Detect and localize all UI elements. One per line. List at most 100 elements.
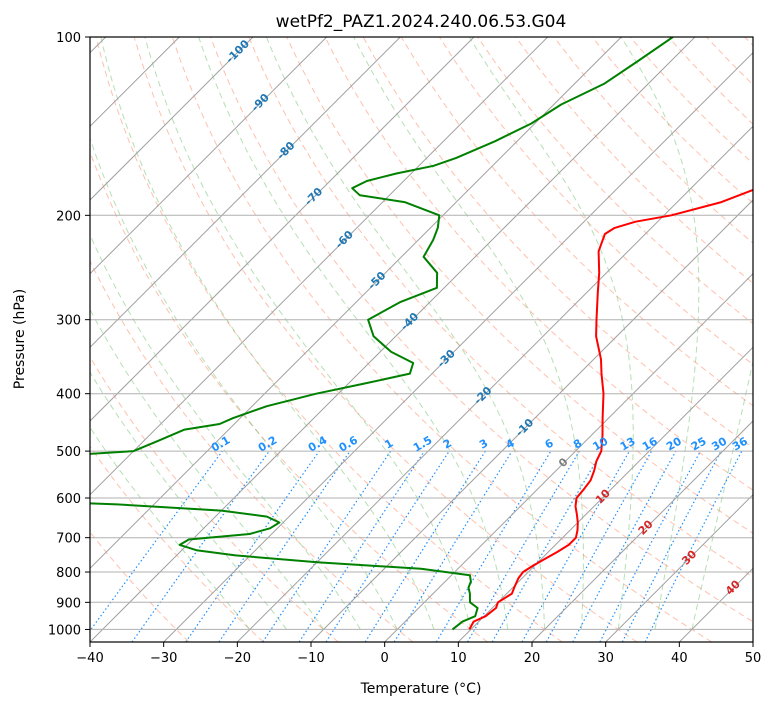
mixing-ratio-line [262, 450, 392, 642]
moist-adiabat-line [90, 371, 288, 630]
dewpoint-profile-line [90, 37, 674, 631]
dry-adiabat-line [171, 37, 712, 642]
dry-adiabats [90, 37, 753, 642]
mixing-ratio-line [393, 450, 513, 642]
isotherm-line [90, 37, 254, 201]
dry-adiabat-line [553, 37, 753, 244]
y-tick-label: 100 [56, 31, 81, 46]
isotherm-line [384, 272, 753, 642]
moist-adiabat-line [265, 37, 546, 630]
mixing-ratio-line [644, 450, 743, 642]
mixing-ratio-label: 4 [504, 436, 517, 451]
mixing-ratio-line [185, 450, 320, 642]
mixing-ratio-lines [90, 450, 743, 642]
dry-adiabat-line [90, 150, 488, 642]
x-tick-label: −10 [297, 651, 324, 666]
temperature-profile-line [468, 188, 753, 630]
x-tick-label: −40 [76, 651, 103, 666]
moist-adiabat-line [198, 37, 509, 630]
isotherm-line [236, 125, 753, 642]
mixing-ratio-line [364, 450, 486, 642]
isotherm-line [457, 346, 753, 642]
mixing-ratio-label: 6 [543, 436, 556, 451]
moist-adiabat-line [353, 37, 584, 630]
dry-adiabat-line [668, 37, 753, 125]
isotherm-line [163, 51, 753, 642]
dry-adiabat-line [95, 37, 563, 642]
moist-adiabat-line [468, 37, 634, 630]
isotherms [90, 37, 753, 642]
x-axis-label: Temperature (°C) [360, 681, 482, 697]
moist-adiabat-line [691, 358, 753, 630]
moist-adiabat-line [90, 308, 324, 630]
isotherm-line [90, 37, 328, 275]
isotherm-line [90, 37, 622, 570]
y-tick-label: 800 [56, 566, 81, 581]
mixing-ratio-line [435, 450, 552, 642]
y-tick-label: 200 [56, 209, 81, 224]
x-tick-label: −20 [224, 651, 251, 666]
moist-adiabat-line [620, 37, 700, 630]
mixing-ratio-line [90, 450, 223, 632]
isotherm-line [310, 199, 753, 642]
profile-series [90, 37, 753, 631]
plot-area: 0.1 0.2 0.4 0.6 1 1.5 2 3 4 6 8 10 13 16 20 25 30 36-100-… [90, 37, 753, 642]
x-tick-label: 10 [450, 651, 467, 666]
isotherm-line [752, 641, 753, 642]
y-axis-label: Pressure (hPa) [12, 289, 28, 389]
moist-adiabats [90, 37, 753, 630]
pressure-gridlines [90, 37, 753, 630]
y-tick-label: 500 [56, 445, 81, 460]
x-axis: −40 −30 −20 −10 0 10 20 30 40 50 [76, 642, 761, 666]
y-tick-label: 700 [56, 532, 81, 547]
y-axis: 100 200 300 400 500 600 700 800 900 1000 [48, 31, 90, 638]
x-tick-label: 0 [381, 651, 389, 666]
y-tick-label: 900 [56, 596, 81, 611]
x-tick-label: 30 [597, 651, 614, 666]
mixing-ratio-line [599, 450, 702, 642]
moist-adiabat-line [90, 136, 398, 630]
mixing-ratio-label: 3 [477, 437, 490, 452]
dry-adiabat-line [90, 445, 264, 642]
isotherm-line [90, 37, 401, 349]
isotherm-line [90, 37, 475, 422]
y-tick-label: 300 [56, 314, 81, 329]
y-tick-label: 1000 [48, 623, 81, 638]
dry-adiabat-line [744, 37, 753, 47]
moist-adiabat-line [90, 426, 251, 630]
moist-adiabat-line [100, 37, 435, 630]
chart-title: wetPf2_PAZ1.2024.240.06.53.G04 [276, 12, 567, 32]
dry-adiabat-line [90, 356, 339, 642]
dry-adiabat-line [248, 37, 753, 578]
mixing-ratio-line [545, 450, 653, 642]
isotherm-line [605, 493, 753, 642]
dry-adiabat-line [133, 37, 638, 642]
moist-adiabat-line [144, 37, 472, 630]
dry-adiabat-line [706, 37, 753, 86]
mixing-ratio-line [325, 450, 450, 642]
x-tick-label: 40 [671, 651, 688, 666]
dry-adiabat-line [90, 259, 414, 642]
dry-adiabat-line [210, 37, 753, 623]
x-tick-label: 50 [745, 651, 762, 666]
mixing-ratio-line [218, 450, 351, 642]
dry-adiabat-line [324, 37, 753, 491]
y-tick-label: 400 [56, 388, 81, 403]
dry-adiabat-line [591, 37, 753, 204]
mixing-ratio-label: 2 [441, 437, 454, 452]
y-tick-label: 600 [56, 492, 81, 507]
dry-adiabat-line [286, 37, 753, 534]
isotherm-line [531, 420, 753, 642]
mixing-ratio-line [521, 450, 631, 642]
x-tick-label: −30 [150, 651, 177, 666]
dry-adiabat-line [90, 531, 190, 642]
mixing-ratio-line [131, 450, 270, 642]
mixing-ratio-line [572, 450, 677, 642]
isotherm-line [90, 37, 549, 496]
isotherm-line [90, 37, 696, 642]
moist-adiabat-line [90, 233, 361, 630]
plot-frame [89, 36, 754, 643]
dry-adiabat-line [515, 37, 753, 284]
x-tick-label: 20 [524, 651, 541, 666]
